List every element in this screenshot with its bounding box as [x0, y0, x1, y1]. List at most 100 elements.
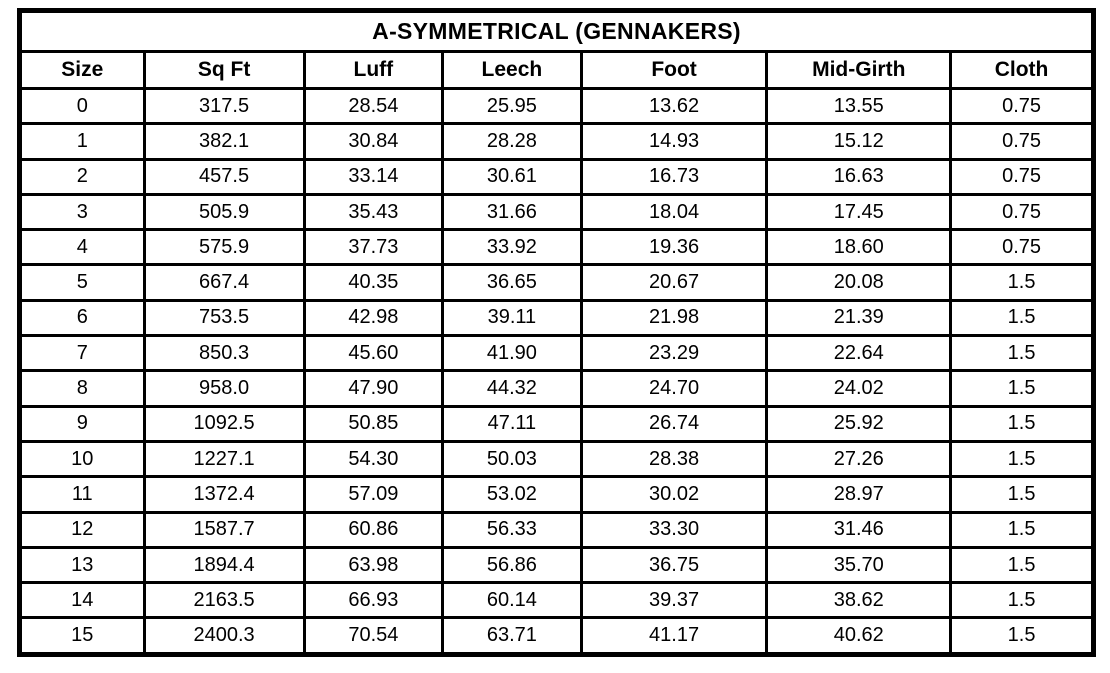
cell-mid-girth-row-8: 24.02 — [765, 369, 953, 408]
cell-foot-row-4: 19.36 — [579, 228, 769, 267]
cell-leech-row-13: 56.86 — [441, 545, 583, 585]
cell-size-row-12: 12 — [18, 510, 146, 549]
cell-leech-row-0: 25.95 — [441, 86, 583, 126]
table-row-size-3: 3 505.9 35.43 31.66 18.04 17.45 0.75 — [18, 192, 1095, 232]
cell-leech-row-11: 53.02 — [441, 475, 583, 514]
cell-luff-row-12: 60.86 — [302, 510, 445, 549]
table-row-size-6: 6 753.5 42.98 39.11 21.98 21.39 1.5 — [18, 298, 1095, 338]
cell-leech-row-9: 47.11 — [441, 404, 583, 443]
cell-mid-girth-row-5: 20.08 — [765, 263, 953, 302]
cell-mid-girth-row-4: 18.60 — [765, 228, 953, 267]
cell-cloth-row-15: 1.5 — [949, 616, 1095, 656]
column-header-mid-girth: Mid-Girth — [765, 50, 953, 90]
column-header-size: Size — [18, 50, 146, 90]
cell-size-row-10: 10 — [18, 439, 146, 479]
cell-luff-row-11: 57.09 — [302, 475, 445, 514]
cell-cloth-row-11: 1.5 — [949, 475, 1095, 514]
cell-size-row-4: 4 — [18, 228, 146, 267]
cell-leech-row-6: 39.11 — [441, 298, 583, 338]
cell-sq-ft-row-9: 1092.5 — [142, 404, 306, 443]
table-row-size-15: 15 2400.3 70.54 63.71 41.17 40.62 1.5 — [18, 616, 1095, 656]
cell-cloth-row-2: 0.75 — [949, 157, 1095, 196]
cell-cloth-row-9: 1.5 — [949, 404, 1095, 443]
cell-sq-ft-row-3: 505.9 — [142, 192, 306, 232]
cell-foot-row-12: 33.30 — [579, 510, 769, 549]
cell-sq-ft-row-1: 382.1 — [142, 122, 306, 161]
cell-mid-girth-row-12: 31.46 — [765, 510, 953, 549]
column-header-foot: Foot — [579, 50, 769, 90]
cell-luff-row-8: 47.90 — [302, 369, 445, 408]
gennaker-spec-table-container: A-SYMMETRICAL (GENNAKERS) Size Sq Ft Luff L… — [17, 8, 1096, 657]
table-row-size-7: 7 850.3 45.60 41.90 23.29 22.64 1.5 — [18, 334, 1095, 373]
cell-size-row-3: 3 — [18, 192, 146, 232]
cell-size-row-15: 15 — [18, 616, 146, 656]
cell-luff-row-9: 50.85 — [302, 404, 445, 443]
cell-mid-girth-row-10: 27.26 — [765, 439, 953, 479]
cell-leech-row-8: 44.32 — [441, 369, 583, 408]
cell-sq-ft-row-13: 1894.4 — [142, 545, 306, 585]
cell-leech-row-5: 36.65 — [441, 263, 583, 302]
cell-foot-row-7: 23.29 — [579, 334, 769, 373]
cell-leech-row-15: 63.71 — [441, 616, 583, 656]
cell-mid-girth-row-0: 13.55 — [765, 86, 953, 126]
cell-sq-ft-row-8: 958.0 — [142, 369, 306, 408]
cell-size-row-6: 6 — [18, 298, 146, 338]
cell-foot-row-10: 28.38 — [579, 439, 769, 479]
table-row-size-12: 12 1587.7 60.86 56.33 33.30 31.46 1.5 — [18, 510, 1095, 549]
cell-leech-row-7: 41.90 — [441, 334, 583, 373]
column-header-cloth: Cloth — [949, 50, 1095, 90]
table-title: A-SYMMETRICAL (GENNAKERS) — [18, 9, 1095, 53]
cell-foot-row-1: 14.93 — [579, 122, 769, 161]
cell-mid-girth-row-15: 40.62 — [765, 616, 953, 656]
cell-foot-row-0: 13.62 — [579, 86, 769, 126]
cell-foot-row-13: 36.75 — [579, 545, 769, 585]
cell-size-row-8: 8 — [18, 369, 146, 408]
cell-size-row-14: 14 — [18, 581, 146, 620]
title-row: A-SYMMETRICAL (GENNAKERS) — [18, 9, 1095, 53]
cell-size-row-2: 2 — [18, 157, 146, 196]
cell-foot-row-3: 18.04 — [579, 192, 769, 232]
cell-luff-row-10: 54.30 — [302, 439, 445, 479]
cell-sq-ft-row-2: 457.5 — [142, 157, 306, 196]
cell-luff-row-6: 42.98 — [302, 298, 445, 338]
cell-mid-girth-row-9: 25.92 — [765, 404, 953, 443]
table-row-size-2: 2 457.5 33.14 30.61 16.73 16.63 0.75 — [18, 157, 1095, 196]
table-row-size-4: 4 575.9 37.73 33.92 19.36 18.60 0.75 — [18, 228, 1095, 267]
cell-leech-row-10: 50.03 — [441, 439, 583, 479]
cell-luff-row-0: 28.54 — [302, 86, 445, 126]
cell-leech-row-2: 30.61 — [441, 157, 583, 196]
cell-cloth-row-3: 0.75 — [949, 192, 1095, 232]
cell-foot-row-14: 39.37 — [579, 581, 769, 620]
cell-size-row-0: 0 — [18, 86, 146, 126]
cell-mid-girth-row-14: 38.62 — [765, 581, 953, 620]
cell-cloth-row-7: 1.5 — [949, 334, 1095, 373]
table-row-size-1: 1 382.1 30.84 28.28 14.93 15.12 0.75 — [18, 122, 1095, 161]
table-row-size-10: 10 1227.1 54.30 50.03 28.38 27.26 1.5 — [18, 439, 1095, 479]
cell-cloth-row-14: 1.5 — [949, 581, 1095, 620]
cell-sq-ft-row-15: 2400.3 — [142, 616, 306, 656]
column-header-sq-ft: Sq Ft — [142, 50, 306, 90]
table-row-size-13: 13 1894.4 63.98 56.86 36.75 35.70 1.5 — [18, 545, 1095, 585]
cell-size-row-9: 9 — [18, 404, 146, 443]
cell-size-row-11: 11 — [18, 475, 146, 514]
cell-foot-row-8: 24.70 — [579, 369, 769, 408]
cell-size-row-1: 1 — [18, 122, 146, 161]
cell-foot-row-11: 30.02 — [579, 475, 769, 514]
cell-cloth-row-1: 0.75 — [949, 122, 1095, 161]
cell-leech-row-4: 33.92 — [441, 228, 583, 267]
cell-leech-row-3: 31.66 — [441, 192, 583, 232]
cell-sq-ft-row-10: 1227.1 — [142, 439, 306, 479]
cell-mid-girth-row-7: 22.64 — [765, 334, 953, 373]
cell-sq-ft-row-11: 1372.4 — [142, 475, 306, 514]
cell-sq-ft-row-7: 850.3 — [142, 334, 306, 373]
cell-luff-row-1: 30.84 — [302, 122, 445, 161]
cell-cloth-row-12: 1.5 — [949, 510, 1095, 549]
cell-luff-row-14: 66.93 — [302, 581, 445, 620]
cell-foot-row-15: 41.17 — [579, 616, 769, 656]
column-header-luff: Luff — [302, 50, 445, 90]
cell-mid-girth-row-2: 16.63 — [765, 157, 953, 196]
cell-sq-ft-row-4: 575.9 — [142, 228, 306, 267]
table-row-size-5: 5 667.4 40.35 36.65 20.67 20.08 1.5 — [18, 263, 1095, 302]
table-row-size-8: 8 958.0 47.90 44.32 24.70 24.02 1.5 — [18, 369, 1095, 408]
cell-sq-ft-row-0: 317.5 — [142, 86, 306, 126]
